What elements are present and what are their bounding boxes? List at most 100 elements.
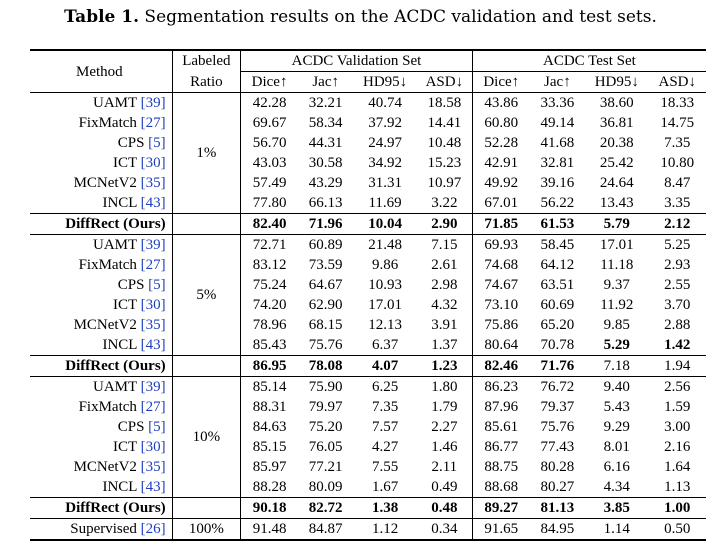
metric-value: 77.21 [308, 459, 343, 475]
metric-value: 44.31 [308, 135, 343, 151]
metric-value: 4.27 [371, 439, 399, 455]
metric-value: 58.34 [308, 115, 343, 131]
val-set-header: ACDC Validation Set [240, 49, 473, 72]
method-label: MCNetV2 [73, 317, 141, 333]
metric-value: 76.72 [529, 376, 586, 397]
metric-header: ASD↓ [416, 71, 473, 93]
metric-header: Jac↑ [529, 71, 586, 93]
method-name: ICT [30] [30, 295, 172, 315]
method-label: CPS [117, 135, 149, 151]
metric-value: 33.36 [529, 92, 586, 113]
metric-value: 88.68 [471, 477, 530, 498]
citation-link[interactable]: [43] [140, 479, 166, 495]
citation-link[interactable]: [5] [148, 419, 166, 435]
metric-value: 4.07 [353, 355, 417, 377]
method-label: CPS [117, 277, 149, 293]
metric-value: 79.97 [308, 399, 343, 415]
table-row: ICT [30] 74.20 62.90 17.01 4.32 73.10 60.69 11.… [30, 295, 706, 315]
metric-value: 82.40 [240, 213, 298, 235]
metric-value: 32.81 [540, 155, 575, 171]
table-row: CPS [5] 56.70 44.31 24.97 10.48 52.28 41.68 20.… [30, 133, 706, 153]
method-label: MCNetV2 [73, 459, 141, 475]
citation-link[interactable]: [30] [140, 439, 166, 455]
metric-header: Dice↑ [240, 71, 298, 93]
citation-link[interactable]: [27] [140, 257, 166, 273]
citation-link[interactable]: [5] [148, 135, 166, 151]
method-name: UAMT [39] [30, 92, 173, 113]
metric-value: 17.01 [585, 234, 649, 255]
citation-link[interactable]: [39] [140, 379, 166, 395]
citation-link[interactable]: [26] [140, 521, 166, 537]
citation-link[interactable]: [27] [140, 399, 166, 415]
metric-value: 4.34 [603, 479, 630, 495]
metric-value: 5.25 [648, 234, 706, 255]
metric-value: 75.86 [471, 315, 530, 335]
method-name: DiffRect (Ours) [30, 213, 173, 235]
metric-value: 58.45 [529, 234, 586, 255]
metric-value: 82.46 [471, 355, 530, 377]
method-name: MCNetV2 [35] [30, 457, 172, 477]
metric-value: 86.23 [471, 376, 530, 397]
metric-value: 88.28 [240, 477, 298, 498]
metric-value: 1.23 [416, 355, 473, 377]
metric-value: 52.28 [471, 133, 530, 153]
metric-value: 71.96 [298, 213, 354, 235]
metric-value: 70.78 [540, 337, 575, 353]
table-row: ICT [30] 43.03 30.58 34.92 15.23 42.91 32.81 25… [30, 153, 706, 173]
citation-link[interactable]: [43] [140, 195, 166, 211]
metric-value: 71.76 [529, 355, 586, 377]
metric-value: 34.92 [368, 155, 402, 171]
ours-row: DiffRect (Ours) 86.95 78.08 4.07 1.23 82.46 71… [30, 355, 706, 377]
metric-value: 84.63 [240, 417, 298, 437]
table-row: UAMT [39] 10% 85.14 75.90 6.25 1.80 86.23 76.72… [30, 376, 706, 498]
metric-value: 1.00 [648, 497, 706, 519]
metric-value: 72.71 [240, 234, 298, 255]
table-row: MCNetV2 [35] 57.49 43.29 31.31 10.97 49.92 39.… [30, 173, 706, 193]
method-label: DiffRect (Ours) [65, 500, 166, 516]
citation-link[interactable]: [39] [140, 237, 166, 253]
metric-header: HD95↓ [585, 71, 649, 93]
metric-value: 3.00 [664, 419, 691, 435]
citation-link[interactable]: [39] [140, 95, 166, 111]
citation-link[interactable]: [43] [140, 337, 166, 353]
metric-value: 90.18 [240, 497, 298, 519]
metric-value: 77.80 [240, 193, 298, 214]
metric-value: 3.91 [431, 317, 458, 333]
metric-value: 1.42 [664, 337, 691, 353]
method-name: MCNetV2 [35] [30, 173, 172, 193]
metric-value: 10.93 [368, 277, 402, 293]
method-label: ICT [113, 439, 141, 455]
method-label: Supervised [70, 521, 141, 537]
citation-link[interactable]: [30] [140, 297, 166, 313]
metric-value: 1.80 [416, 376, 473, 397]
metric-value: 74.67 [471, 275, 530, 295]
citation-link[interactable]: [27] [140, 115, 166, 131]
labeled-ratio-empty [171, 497, 241, 519]
metric-value: 86.77 [471, 437, 530, 457]
citation-link[interactable]: [35] [140, 175, 166, 191]
metric-value: 60.89 [298, 234, 354, 255]
metric-value: 66.13 [308, 195, 343, 211]
metric-value: 80.64 [471, 335, 530, 356]
citation-link[interactable]: [35] [140, 317, 166, 333]
citation-link[interactable]: [35] [140, 459, 166, 475]
citation-link[interactable]: [5] [148, 277, 166, 293]
method-name: UAMT [39] [30, 376, 173, 397]
metric-value: 0.48 [416, 497, 473, 519]
metric-value: 1.59 [664, 399, 691, 415]
results-table: Method Labeled ACDC Validation Set ACDC … [30, 49, 706, 541]
metric-value: 2.56 [648, 376, 706, 397]
metric-value: 3.70 [664, 297, 691, 313]
metric-value: 61.53 [529, 213, 586, 235]
metric-value: 32.21 [298, 92, 354, 113]
metric-value: 83.12 [240, 255, 298, 275]
metric-value: 85.97 [240, 457, 298, 477]
metric-header: ASD↓ [648, 71, 706, 93]
metric-value: 36.81 [599, 115, 634, 131]
metric-value: 38.60 [585, 92, 649, 113]
method-name: MCNetV2 [35] [30, 315, 172, 335]
metric-value: 42.91 [471, 153, 530, 173]
metric-value: 89.27 [471, 497, 530, 519]
citation-link[interactable]: [30] [140, 155, 166, 171]
metric-value: 25.42 [599, 155, 634, 171]
